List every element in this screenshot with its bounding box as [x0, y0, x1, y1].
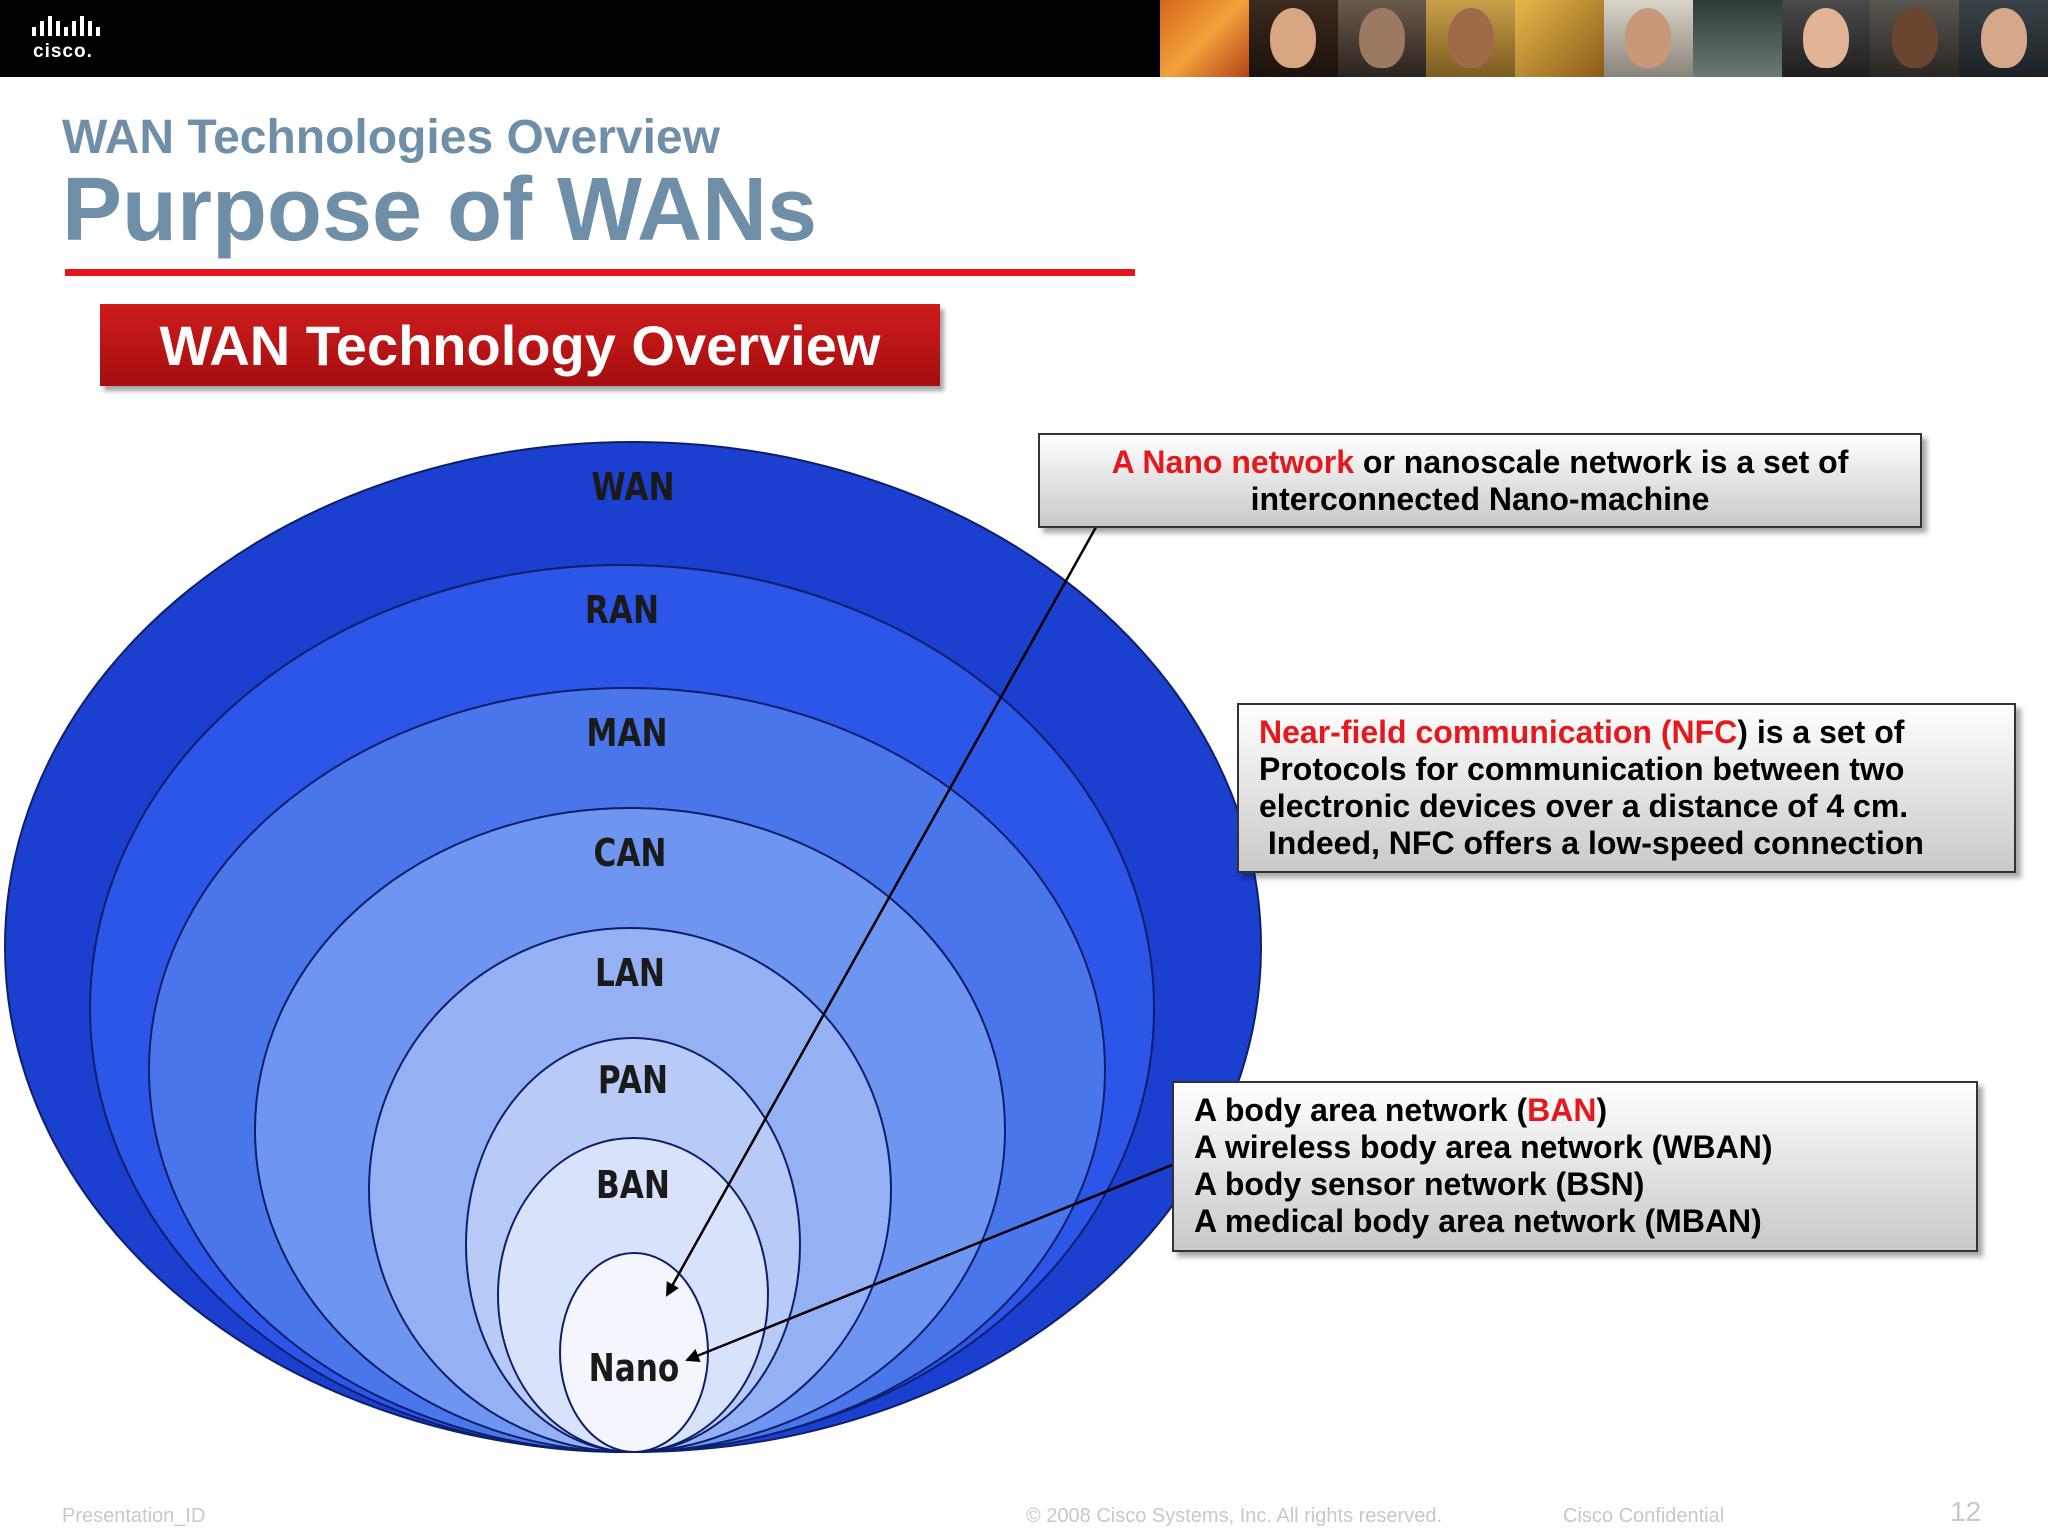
ring-label-nano: Nano	[589, 1347, 680, 1391]
ban-callout: A body area network (BAN) A wireless bod…	[1172, 1081, 1978, 1252]
nfc-callout-line-2: Protocols for communication between two	[1259, 751, 1905, 787]
header-photo	[1781, 0, 1871, 77]
nfc-highlight: Near-field communication (NFC	[1259, 714, 1738, 750]
cisco-logo: cisco.	[30, 14, 120, 64]
ban-highlight: BAN	[1527, 1092, 1597, 1128]
nano-callout-arrow	[665, 501, 1112, 1297]
ban-callout-line-1: A body area network (BAN)	[1194, 1092, 1976, 1129]
ban-callout-text: A body area network (	[1194, 1092, 1528, 1128]
ban-callout-arrow	[685, 1163, 1173, 1363]
header-photo	[1426, 0, 1516, 77]
ban-callout-line-3: A body sensor network (BSN)	[1194, 1166, 1645, 1202]
nano-callout-line-2: interconnected Nano-machine	[1250, 481, 1710, 517]
header-photo	[1603, 0, 1693, 77]
nano-network-highlight: A Nano network	[1111, 444, 1354, 480]
footer-copyright: © 2008 Cisco Systems, Inc. All rights re…	[1026, 1505, 1443, 1527]
title-underline	[65, 269, 1135, 276]
header-photo	[1337, 0, 1427, 77]
header-photo-strip	[1160, 0, 2048, 77]
header-photo	[1959, 0, 2048, 77]
ban-callout-line-2: A wireless body area network (WBAN)	[1194, 1129, 1773, 1165]
header-photo	[1160, 0, 1249, 77]
ring-label-ran: RAN	[585, 589, 659, 633]
nfc-callout-text: ) is a set of	[1737, 714, 1905, 750]
header-photo	[1248, 0, 1338, 77]
footer-confidential: Cisco Confidential	[1563, 1505, 1725, 1527]
header-photo	[1692, 0, 1782, 77]
ban-callout-line-4: A medical body area network (MBAN)	[1194, 1203, 1762, 1239]
nfc-callout-line-3: electronic devices over a distance of 4 …	[1259, 788, 1909, 824]
ring-label-ban: BAN	[596, 1164, 670, 1208]
header-photo	[1515, 0, 1604, 77]
ring-label-lan: LAN	[595, 952, 665, 996]
ring-label-pan: PAN	[598, 1059, 668, 1103]
nano-callout-text: or nanoscale network is a set of	[1354, 444, 1849, 480]
nfc-callout-line-4: Indeed, NFC offers a low-speed connectio…	[1259, 825, 1924, 861]
ring-label-wan: WAN	[591, 466, 674, 510]
network-scope-diagram: WAN RAN MAN CAN LAN PAN BAN Nano	[4, 441, 1262, 1453]
ring-label-can: CAN	[593, 832, 666, 876]
nano-callout-line-1: A Nano network or nanoscale network is a…	[1040, 444, 1920, 481]
nfc-callout-line-1: Near-field communication (NFC) is a set …	[1259, 714, 2014, 751]
footer-presentation-id: Presentation_ID	[62, 1505, 206, 1527]
page-number: 12	[1950, 1496, 1982, 1527]
slide-subtitle: WAN Technologies Overview	[62, 111, 720, 164]
cisco-logo-text: cisco.	[33, 41, 93, 62]
cisco-bridge-logo-icon	[32, 16, 100, 36]
nfc-callout: Near-field communication (NFC) is a set …	[1237, 703, 2016, 873]
header-photo	[1870, 0, 1960, 77]
header-bar: cisco.	[0, 0, 2048, 77]
ring-label-man: MAN	[586, 712, 667, 756]
slide-title: Purpose of WANs	[62, 160, 818, 260]
nano-network-callout: A Nano network or nanoscale network is a…	[1038, 433, 1922, 528]
section-banner: WAN Technology Overview	[100, 304, 940, 386]
ban-callout-text-end: )	[1596, 1092, 1608, 1128]
